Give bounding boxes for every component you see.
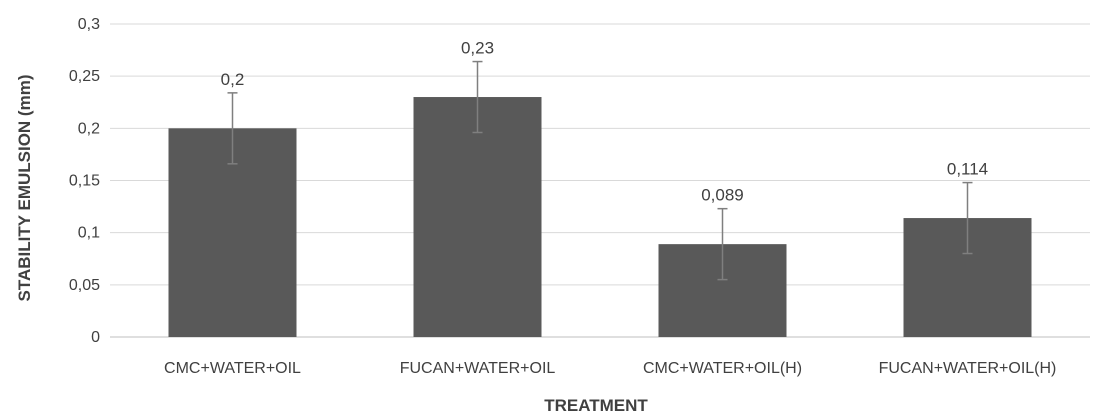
bars <box>168 97 1032 338</box>
data-labels: 0,2 0,23 0,089 0,114 <box>221 39 988 205</box>
data-label: 0,23 <box>461 39 494 58</box>
y-tick-label: 0,2 <box>78 120 100 137</box>
x-axis-ticks: CMC+WATER+OIL FUCAN+WATER+OIL CMC+WATER+OI… <box>164 360 1056 377</box>
y-axis-title: STABILITY EMULSION (mm) <box>15 75 34 302</box>
data-label: 0,2 <box>221 70 245 89</box>
error-bars <box>227 60 973 281</box>
y-tick-label: 0,25 <box>69 68 100 85</box>
x-tick-label: FUCAN+WATER+OIL <box>400 360 556 377</box>
y-tick-label: 0,05 <box>69 277 100 294</box>
y-tick-label: 0,1 <box>78 225 100 242</box>
y-axis-ticks: 0 0,05 0,1 0,15 0,2 0,25 0,3 <box>69 16 100 346</box>
x-axis-title: TREATMENT <box>544 396 648 415</box>
data-label: 0,114 <box>947 160 988 179</box>
y-tick-label: 0 <box>91 329 100 346</box>
x-tick-label: FUCAN+WATER+OIL(H) <box>879 360 1057 377</box>
data-label: 0,089 <box>701 186 744 205</box>
y-tick-label: 0,3 <box>78 16 100 33</box>
y-tick-label: 0,15 <box>69 173 100 190</box>
bar <box>413 97 542 338</box>
x-tick-label: CMC+WATER+OIL <box>164 360 301 377</box>
x-tick-label: CMC+WATER+OIL(H) <box>643 360 802 377</box>
